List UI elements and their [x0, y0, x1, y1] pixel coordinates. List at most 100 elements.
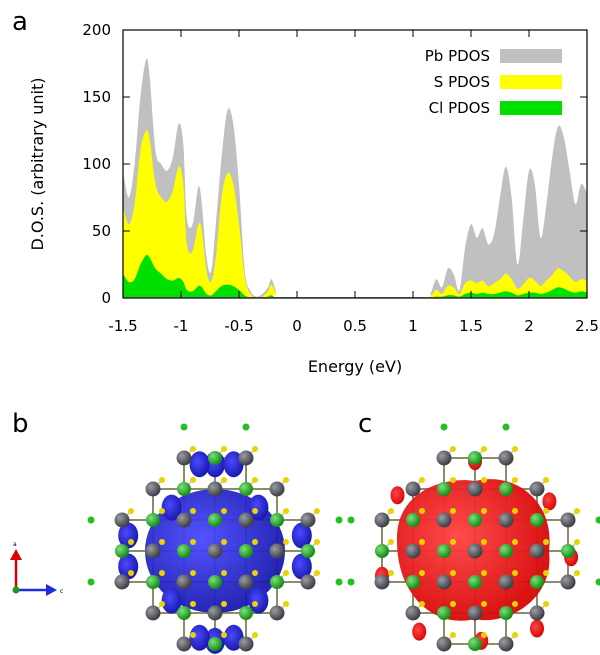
legend-swatch [500, 49, 562, 63]
s-atom [221, 477, 227, 483]
s-atom [190, 446, 196, 452]
s-atom [450, 508, 456, 514]
density-lobe [161, 494, 182, 521]
pb-atom [300, 512, 316, 528]
pb-atom [176, 636, 192, 652]
x-axis-ticks: -1.5 -1 -0.5 0 0.5 1 1.5 2 2.5 [108, 30, 599, 335]
pb-atom [176, 574, 192, 590]
pdos-chart: -1.5 -1 -0.5 0 0.5 1 1.5 2 2.5 0 50 100 150 200 Ener… [28, 21, 599, 376]
pb-atom [529, 543, 545, 559]
s-atom [512, 446, 518, 452]
x-tick-label: -1 [174, 317, 189, 335]
s-atom [512, 632, 518, 638]
y-tick-label: 100 [82, 155, 111, 173]
x-tick-label: 2 [524, 317, 534, 335]
y-tick-label: 200 [82, 21, 111, 39]
cl-atom [530, 575, 544, 589]
y-axis-title: D.O.S. (arbitrary unit) [28, 77, 47, 250]
cl-atom [468, 637, 482, 651]
pb-atom [238, 574, 254, 590]
s-atom [252, 539, 258, 545]
s-atom [574, 570, 580, 576]
s-atom [419, 508, 425, 514]
atoms [87, 423, 343, 652]
s-atom [481, 601, 487, 607]
legend-swatch [500, 75, 562, 89]
s-atom [543, 539, 549, 545]
cl-atom [561, 544, 575, 558]
legend-label: Pb PDOS [425, 47, 490, 65]
pb-atom [436, 636, 452, 652]
pb-atom [238, 636, 254, 652]
cl-atom-small [335, 578, 343, 586]
s-atom [388, 508, 394, 514]
cl-atom [468, 451, 482, 465]
s-atom [574, 508, 580, 514]
s-atom [159, 508, 165, 514]
pb-atom [405, 543, 421, 559]
s-atom [543, 477, 549, 483]
s-atom [190, 570, 196, 576]
density-lobe [530, 619, 544, 638]
s-atom [128, 539, 134, 545]
x-tick-label: 1 [408, 317, 418, 335]
density-lobe [189, 624, 210, 651]
structure-b [87, 423, 343, 654]
pb-atom [238, 512, 254, 528]
cl-atom-small [87, 516, 95, 524]
s-atom [252, 632, 258, 638]
density-lobe [161, 587, 182, 614]
s-atom [190, 601, 196, 607]
pb-atom [145, 481, 161, 497]
pb-atom [405, 481, 421, 497]
cl-atom [146, 513, 160, 527]
s-atom [481, 508, 487, 514]
s-atom [159, 477, 165, 483]
s-atom [481, 632, 487, 638]
s-atom [221, 539, 227, 545]
a-axis-label: a [13, 541, 17, 548]
density-lobe [291, 522, 312, 549]
s-atom [450, 477, 456, 483]
legend: Pb PDOS S PDOS Cl PDOS [425, 47, 562, 117]
s-atom [159, 570, 165, 576]
pb-atom [498, 574, 514, 590]
s-atom [419, 570, 425, 576]
cl-atom-small [595, 578, 600, 586]
cl-atom [208, 637, 222, 651]
s-atom [512, 539, 518, 545]
s-atom [221, 508, 227, 514]
pb-atom [374, 574, 390, 590]
s-atom [128, 570, 134, 576]
s-atom [314, 508, 320, 514]
x-tick-label: 0.5 [343, 317, 367, 335]
s-atom [221, 601, 227, 607]
s-atom [450, 601, 456, 607]
cl-atom-small [180, 423, 188, 431]
s-atom [388, 539, 394, 545]
axis-origin [12, 586, 20, 594]
s-atom [419, 539, 425, 545]
s-atom [481, 446, 487, 452]
cl-atom [530, 513, 544, 527]
x-tick-label: 0 [292, 317, 302, 335]
area-layer [123, 58, 587, 298]
pb-atom [498, 450, 514, 466]
s-atom [283, 601, 289, 607]
s-atom [159, 539, 165, 545]
pb-atom [467, 605, 483, 621]
s-atom [512, 508, 518, 514]
s-atom [450, 446, 456, 452]
pb-atom [560, 574, 576, 590]
s-atom [512, 477, 518, 483]
density-lobe [189, 451, 210, 478]
cl-atom [499, 606, 513, 620]
pb-atom [269, 481, 285, 497]
s-atom [543, 601, 549, 607]
s-atom [190, 539, 196, 545]
y-tick-label: 150 [82, 88, 111, 106]
cl-atom [177, 544, 191, 558]
s-atom [419, 601, 425, 607]
cl-atom [406, 513, 420, 527]
area-series-3 [123, 254, 587, 298]
